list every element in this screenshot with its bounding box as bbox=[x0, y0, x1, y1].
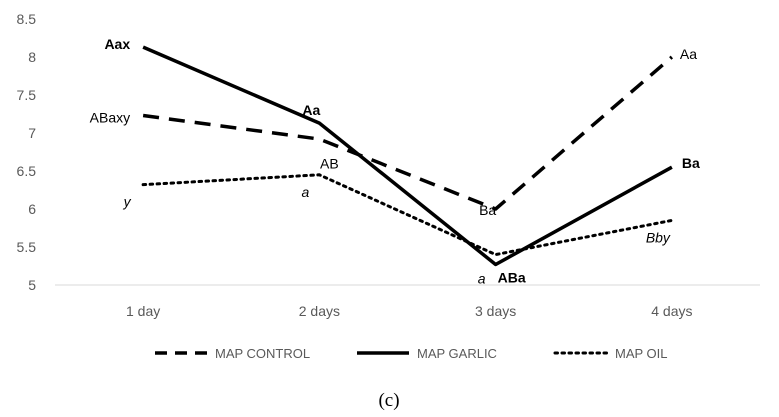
data-label: Aa bbox=[302, 102, 320, 118]
x-axis-ticks: 1 day 2 days 3 days 4 days bbox=[126, 303, 693, 319]
data-labels: ABaxy Ba Aa Aax Aa ABa Ba y a a Bby AB bbox=[90, 36, 700, 286]
data-label: ABaxy bbox=[90, 110, 130, 126]
series-line-3 bbox=[141, 173, 674, 257]
legend: MAP CONTROL MAP GARLIC MAP OIL bbox=[155, 346, 668, 361]
series-lines bbox=[141, 45, 674, 267]
series-line-1 bbox=[142, 55, 674, 211]
legend-label: MAP GARLIC bbox=[417, 346, 497, 361]
x-tick-label: 4 days bbox=[651, 303, 692, 319]
annotation-label: AB bbox=[320, 155, 339, 171]
data-label: Bby bbox=[646, 229, 671, 245]
y-axis-ticks: 5 5.5 6 6.5 7 7.5 8 8.5 bbox=[17, 11, 37, 293]
data-label: ABa bbox=[498, 269, 526, 285]
data-label: Ba bbox=[479, 202, 496, 218]
data-label: y bbox=[123, 194, 132, 210]
data-label: a bbox=[478, 271, 486, 287]
panel-label: (c) bbox=[378, 390, 399, 411]
x-tick-label: 2 days bbox=[299, 303, 340, 319]
y-tick-label: 7.5 bbox=[17, 87, 37, 103]
x-tick-label: 3 days bbox=[475, 303, 516, 319]
x-tick-label: 1 day bbox=[126, 303, 160, 319]
y-tick-label: 6 bbox=[28, 201, 36, 217]
y-tick-label: 5.5 bbox=[17, 239, 37, 255]
legend-label: MAP OIL bbox=[615, 346, 668, 361]
y-tick-label: 7 bbox=[28, 125, 36, 141]
y-tick-label: 5 bbox=[28, 277, 36, 293]
y-tick-label: 8.5 bbox=[17, 11, 37, 27]
y-tick-label: 8 bbox=[28, 49, 36, 65]
y-tick-label: 6.5 bbox=[17, 163, 37, 179]
data-label: Aax bbox=[104, 36, 130, 52]
data-label: a bbox=[301, 184, 309, 200]
series-line-2 bbox=[142, 45, 673, 267]
legend-label: MAP CONTROL bbox=[215, 346, 310, 361]
data-label: Ba bbox=[682, 155, 700, 171]
data-label: Aa bbox=[680, 46, 697, 62]
